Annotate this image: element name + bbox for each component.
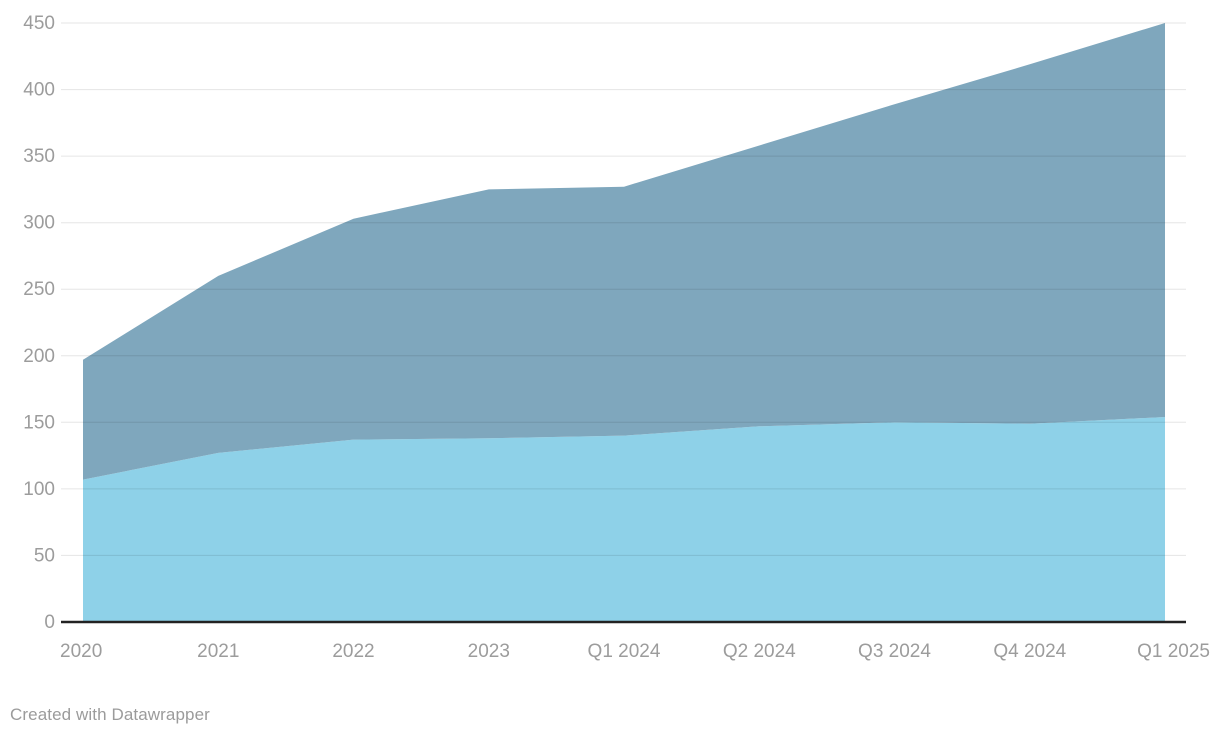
x-tick-label-1: 2021 bbox=[197, 641, 239, 662]
x-tick-label-8: Q1 2025 bbox=[1137, 641, 1210, 662]
y-tick-label-150: 150 bbox=[23, 412, 55, 433]
y-tick-label-350: 350 bbox=[23, 146, 55, 167]
area-series-top bbox=[83, 23, 1165, 480]
y-tick-label-250: 250 bbox=[23, 279, 55, 300]
x-tick-label-2: 2022 bbox=[332, 641, 374, 662]
x-tick-label-7: Q4 2024 bbox=[993, 641, 1066, 662]
y-tick-label-0: 0 bbox=[44, 612, 55, 633]
y-tick-label-300: 300 bbox=[23, 213, 55, 234]
y-tick-label-400: 400 bbox=[23, 80, 55, 101]
x-tick-label-4: Q1 2024 bbox=[588, 641, 661, 662]
x-tick-label-0: 2020 bbox=[60, 641, 102, 662]
x-tick-label-5: Q2 2024 bbox=[723, 641, 796, 662]
y-tick-label-200: 200 bbox=[23, 346, 55, 367]
stacked-area-plot: 0 50 100 150 200 250 300 350 400 450 2020 2021 2022 2… bbox=[23, 13, 1210, 662]
x-tick-label-3: 2023 bbox=[468, 641, 510, 662]
x-tick-label-6: Q3 2024 bbox=[858, 641, 931, 662]
datawrapper-credit-link[interactable]: Created with Datawrapper bbox=[10, 705, 210, 724]
area-series-bottom bbox=[83, 417, 1165, 622]
y-tick-label-450: 450 bbox=[23, 13, 55, 34]
y-tick-label-100: 100 bbox=[23, 479, 55, 500]
y-tick-label-50: 50 bbox=[34, 545, 55, 566]
